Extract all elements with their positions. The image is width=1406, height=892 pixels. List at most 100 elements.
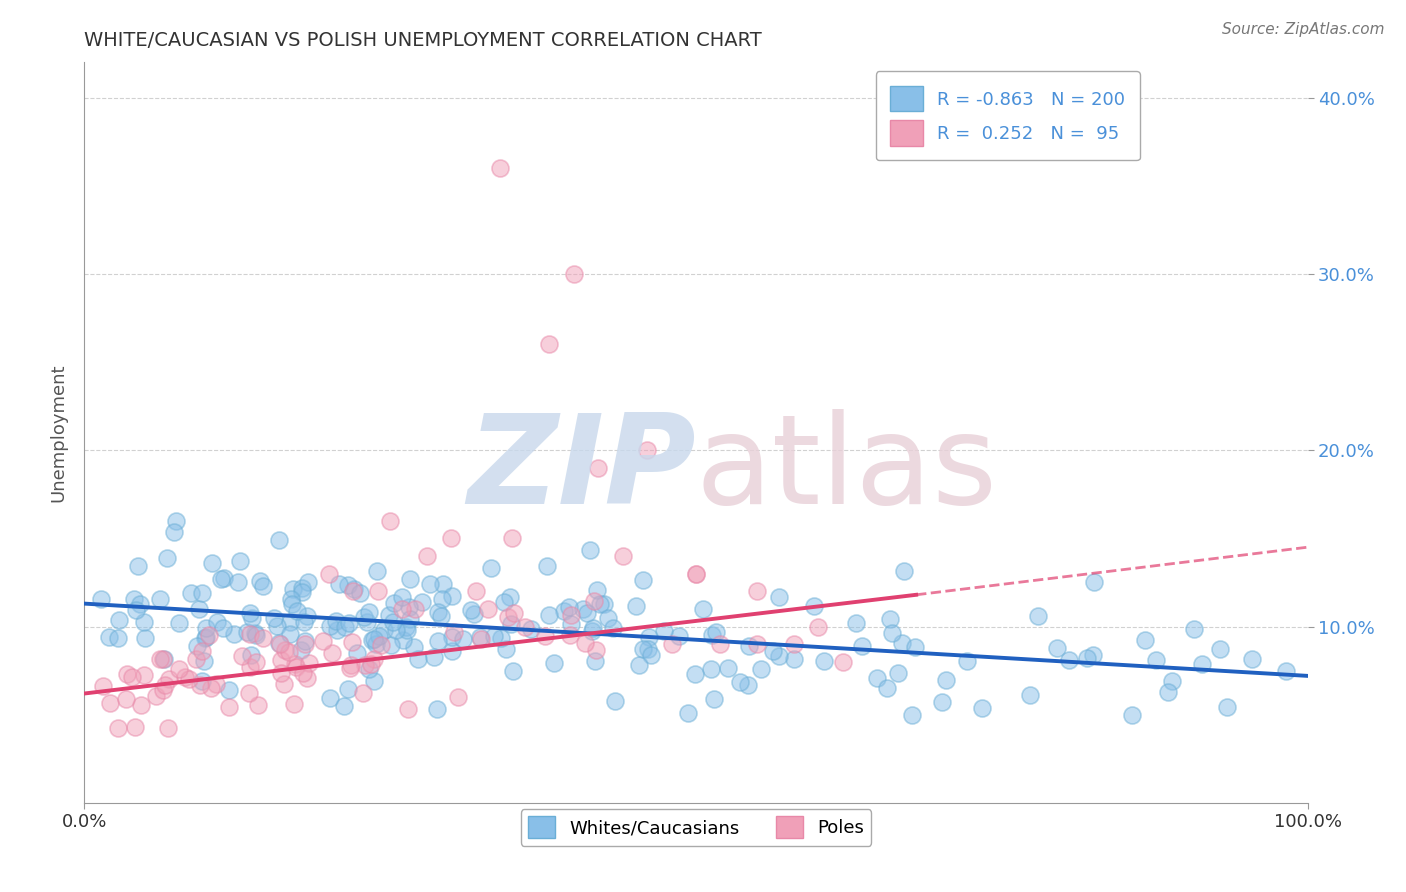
Point	[1081, 648, 1104, 662]
Point	[167, 662, 190, 676]
Point	[956, 654, 979, 668]
Point	[342, 584, 364, 599]
Point	[416, 549, 439, 563]
Point	[558, 628, 581, 642]
Point	[336, 578, 359, 592]
Point	[880, 625, 903, 640]
Point	[579, 542, 602, 557]
Point	[717, 660, 740, 674]
Point	[398, 572, 420, 586]
Point	[194, 630, 217, 644]
Point	[901, 707, 924, 722]
Point	[385, 624, 408, 638]
Point	[197, 628, 219, 642]
Point	[346, 646, 368, 660]
Point	[284, 657, 307, 672]
Point	[239, 627, 262, 641]
Point	[214, 571, 236, 585]
Point	[231, 648, 253, 663]
Point	[652, 624, 675, 638]
Point	[501, 616, 523, 631]
Point	[602, 621, 624, 635]
Point	[463, 607, 485, 622]
Point	[184, 651, 207, 665]
Point	[273, 676, 295, 690]
Point	[543, 656, 565, 670]
Point	[211, 621, 233, 635]
Point	[1160, 674, 1182, 689]
Point	[596, 611, 619, 625]
Point	[887, 666, 910, 681]
Point	[297, 671, 319, 685]
Point	[129, 597, 152, 611]
Point	[399, 612, 422, 626]
Point	[98, 696, 121, 710]
Point	[354, 657, 377, 672]
Point	[149, 592, 172, 607]
Point	[494, 595, 516, 609]
Point	[246, 698, 269, 713]
Point	[411, 595, 433, 609]
Point	[586, 582, 609, 597]
Point	[585, 643, 607, 657]
Point	[581, 624, 603, 638]
Point	[292, 666, 315, 681]
Point	[1121, 707, 1143, 722]
Point	[557, 600, 579, 615]
Point	[285, 604, 308, 618]
Point	[381, 615, 404, 629]
Point	[366, 564, 388, 578]
Point	[553, 604, 575, 618]
Point	[267, 636, 290, 650]
Point	[360, 657, 382, 671]
Point	[468, 630, 491, 644]
Text: Source: ZipAtlas.com: Source: ZipAtlas.com	[1222, 22, 1385, 37]
Point	[343, 582, 366, 596]
Point	[1216, 700, 1239, 714]
Point	[1240, 651, 1263, 665]
Point	[891, 636, 914, 650]
Point	[432, 592, 454, 607]
Point	[290, 585, 312, 599]
Point	[498, 609, 520, 624]
Point	[190, 674, 212, 689]
Point	[1059, 653, 1081, 667]
Point	[866, 671, 889, 685]
Point	[709, 637, 731, 651]
Point	[191, 644, 214, 658]
Point	[538, 607, 561, 622]
Point	[603, 694, 626, 708]
Point	[782, 651, 804, 665]
Point	[633, 642, 655, 657]
Point	[298, 657, 321, 671]
Point	[319, 618, 342, 632]
Point	[218, 683, 240, 698]
Point	[368, 630, 391, 644]
Point	[534, 629, 557, 643]
Point	[218, 699, 240, 714]
Point	[783, 637, 806, 651]
Point	[495, 642, 517, 657]
Point	[207, 615, 229, 629]
Point	[612, 549, 634, 563]
Point	[201, 556, 224, 570]
Point	[499, 590, 522, 604]
Point	[91, 679, 114, 693]
Point	[121, 670, 143, 684]
Point	[392, 633, 415, 648]
Point	[1083, 574, 1105, 589]
Point	[460, 603, 482, 617]
Point	[1076, 650, 1098, 665]
Point	[252, 579, 274, 593]
Point	[638, 630, 661, 644]
Point	[353, 610, 375, 624]
Point	[292, 615, 315, 629]
Point	[803, 599, 825, 613]
Point	[562, 267, 585, 281]
Point	[167, 616, 190, 631]
Point	[328, 577, 350, 591]
Point	[267, 533, 290, 547]
Point	[224, 626, 246, 640]
Text: atlas: atlas	[696, 409, 998, 530]
Point	[396, 701, 419, 715]
